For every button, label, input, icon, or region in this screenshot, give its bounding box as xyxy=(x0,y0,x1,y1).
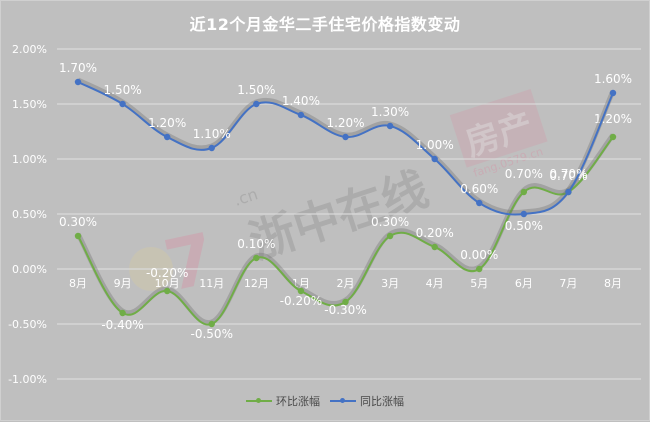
data-label: -0.50% xyxy=(191,327,233,341)
data-label: -0.20% xyxy=(280,294,322,308)
data-label: 1.50% xyxy=(104,83,142,97)
data-label: 0.70% xyxy=(505,167,543,181)
y-tick-label: 1.00% xyxy=(12,153,47,166)
legend-swatch-green-icon xyxy=(246,398,272,403)
data-point[interactable] xyxy=(609,133,617,141)
x-tick-label: 9月 xyxy=(114,277,132,290)
x-tick-label: 12月 xyxy=(244,277,269,290)
data-point[interactable] xyxy=(163,133,171,141)
data-label: -0.20% xyxy=(146,266,188,280)
data-label: 0.50% xyxy=(505,219,543,233)
data-label: -0.40% xyxy=(101,318,143,332)
x-tick-label: 11月 xyxy=(199,277,224,290)
data-point[interactable] xyxy=(208,144,215,152)
data-point[interactable] xyxy=(431,243,438,251)
x-tick-label: 8月 xyxy=(69,277,87,290)
data-point[interactable] xyxy=(565,188,572,196)
data-label: 1.30% xyxy=(371,105,409,119)
data-label: -0.30% xyxy=(324,303,366,317)
y-tick-label: 1.50% xyxy=(12,98,47,111)
data-label: 0.60% xyxy=(460,182,498,196)
svg-text:.cn: .cn xyxy=(231,184,260,209)
series-yoy: 1.70% 1.50% 1.20% 1.10% 1.50% 1.40% 1.20% 1.30%… xyxy=(59,61,632,233)
data-point[interactable] xyxy=(119,100,126,108)
data-label: 1.60% xyxy=(594,72,632,86)
data-label: 0.70% xyxy=(549,169,587,183)
data-point[interactable] xyxy=(297,111,305,119)
y-tick-label: 2.00% xyxy=(12,43,47,56)
x-tick-label: 8月 xyxy=(604,277,622,290)
legend-item-mom[interactable]: 环比涨幅 xyxy=(246,393,320,409)
data-point[interactable] xyxy=(163,287,171,295)
data-point[interactable] xyxy=(386,232,394,240)
legend-swatch-blue-icon xyxy=(330,398,356,403)
legend: 环比涨幅 同比涨幅 xyxy=(1,393,649,409)
data-label: 0.30% xyxy=(59,215,97,229)
chart-title: 近12个月金华二手住宅价格指数变动 xyxy=(189,15,461,34)
data-point[interactable] xyxy=(520,210,528,218)
data-label: 0.00% xyxy=(460,248,498,262)
data-point[interactable] xyxy=(253,100,260,108)
data-label: 0.30% xyxy=(371,215,409,229)
data-point[interactable] xyxy=(609,89,617,97)
data-label: 1.00% xyxy=(416,138,454,152)
data-point[interactable] xyxy=(297,287,305,295)
x-tick-label: 4月 xyxy=(426,277,444,290)
data-label: 0.20% xyxy=(416,226,454,240)
data-label: 1.50% xyxy=(237,83,275,97)
data-point[interactable] xyxy=(476,199,483,207)
y-tick-label: -0.50% xyxy=(8,318,47,331)
data-point[interactable] xyxy=(208,320,215,328)
y-tick-label: 0.50% xyxy=(12,208,47,221)
x-tick-label: 7月 xyxy=(559,277,577,290)
data-point[interactable] xyxy=(74,232,82,240)
legend-item-yoy[interactable]: 同比涨幅 xyxy=(330,393,404,409)
data-label: 1.20% xyxy=(148,116,186,130)
data-point[interactable] xyxy=(342,133,349,141)
data-point[interactable] xyxy=(431,155,438,163)
data-label: 0.70% xyxy=(549,167,587,181)
data-label: 1.10% xyxy=(193,127,231,141)
legend-label-yoy: 同比涨幅 xyxy=(360,395,404,408)
y-tick-label: 0.00% xyxy=(12,263,47,276)
data-label: 0.10% xyxy=(237,237,275,251)
x-tick-label: 10月 xyxy=(155,277,180,290)
x-tick-label: 5月 xyxy=(470,277,488,290)
data-point[interactable] xyxy=(520,188,528,196)
data-point[interactable] xyxy=(74,78,82,86)
data-point[interactable] xyxy=(342,298,349,306)
x-tick-label: 3月 xyxy=(381,277,399,290)
data-point[interactable] xyxy=(119,309,126,317)
data-label: 1.20% xyxy=(326,116,364,130)
legend-label-mom: 环比涨幅 xyxy=(276,395,320,408)
data-label: 1.40% xyxy=(282,94,320,108)
y-tick-label: -1.00% xyxy=(8,373,47,386)
data-point[interactable] xyxy=(386,122,394,130)
data-label: 1.70% xyxy=(59,61,97,75)
data-point[interactable] xyxy=(253,254,260,262)
x-tick-label: 2月 xyxy=(337,277,355,290)
data-point[interactable] xyxy=(476,265,483,273)
x-tick-label: 6月 xyxy=(515,277,533,290)
